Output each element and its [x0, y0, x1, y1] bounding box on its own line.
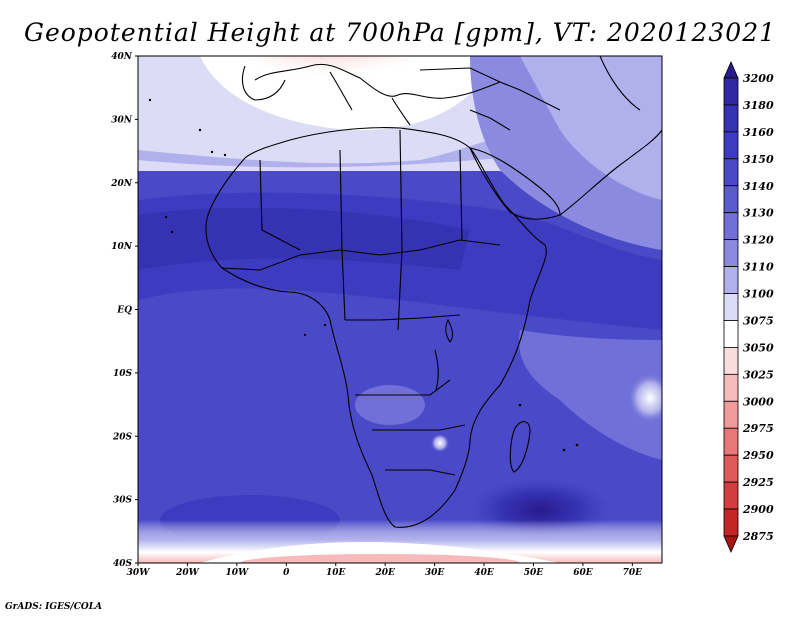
lon-tick-label: 30E — [425, 568, 445, 578]
colorbar-box — [723, 131, 739, 160]
colorbar-box — [723, 104, 739, 133]
lon-tick-label: 40E — [474, 568, 494, 578]
lat-tick-label: 30N — [111, 115, 133, 125]
lat-tick-label: 10S — [113, 369, 133, 379]
colorbar-top-triangle — [723, 61, 739, 79]
lon-tick-label: 10E — [326, 568, 346, 578]
colorbar-label: 3000 — [743, 395, 774, 408]
colorbar-box — [723, 266, 739, 294]
colorbar-label: 2925 — [742, 476, 774, 489]
colorbar-label: 3200 — [743, 72, 774, 85]
colorbar-label: 3075 — [743, 314, 774, 327]
colorbar-label: 3050 — [743, 341, 774, 354]
lat-tick-label: EQ — [116, 306, 132, 316]
colorbar-label: 2900 — [742, 503, 774, 516]
colorbar-box — [723, 320, 739, 348]
geopotential-field — [138, 56, 662, 563]
colorbar-box — [723, 212, 739, 241]
lat-tick-label: 40N — [111, 52, 133, 62]
lon-tick-label: 70E — [623, 568, 643, 578]
colorbar-box — [723, 185, 739, 214]
lon-tick-label: 50E — [524, 568, 544, 578]
lat-tick-label: 10N — [111, 242, 133, 252]
lat-tick-label: 20S — [112, 432, 133, 442]
small-islands — [148, 98, 579, 452]
colorbar-label: 3120 — [743, 234, 774, 247]
colorbar-label: 3025 — [743, 368, 774, 381]
colorbar-label: 3150 — [743, 153, 774, 166]
colorbar-label: 2875 — [742, 530, 774, 543]
colorbar-box — [723, 347, 739, 375]
lon-tick-label: 30W — [127, 568, 151, 578]
colorbar-label: 2950 — [742, 449, 774, 462]
colorbar-box — [723, 427, 739, 456]
colorbar-label: 2975 — [742, 422, 774, 435]
colorbar-label: 3140 — [743, 180, 774, 193]
colorbar-box — [723, 400, 739, 429]
colorbar-box — [723, 373, 739, 402]
lon-tick-label: 20W — [175, 568, 200, 578]
colorbar-box — [723, 508, 739, 537]
lat-tick-label: 30S — [113, 496, 133, 506]
lon-tick-label: 20E — [374, 568, 395, 578]
colorbar: 3200 3180 3160 3150 3140 3130 3120 3110 3100 3075… — [723, 61, 774, 553]
colorbar-box — [723, 293, 739, 321]
colorbar-label: 3100 — [743, 288, 774, 301]
colorbar-box — [723, 481, 739, 510]
colorbar-label: 3110 — [743, 261, 774, 274]
lon-tick-label: 60E — [573, 568, 593, 578]
colorbar-label: 3160 — [743, 126, 774, 139]
colorbar-label: 3180 — [743, 99, 774, 112]
colorbar-box — [723, 158, 739, 187]
lon-tick-label: 10W — [226, 568, 250, 578]
colorbar-box — [723, 77, 739, 106]
colorbar-bottom-triangle — [723, 535, 739, 553]
colorbar-box — [723, 239, 739, 267]
colorbar-box — [723, 454, 739, 483]
grads-credit: GrADS: IGES/COLA — [5, 602, 103, 612]
lat-tick-label: 40S — [113, 559, 133, 569]
lon-tick-label: 0 — [283, 568, 290, 578]
colorbar-label: 3130 — [743, 207, 774, 220]
lat-tick-label: 20N — [110, 179, 133, 189]
coastlines — [205, 56, 662, 528]
map-title: Geopotential Height at 700hPa [gpm], VT:… — [23, 18, 777, 47]
